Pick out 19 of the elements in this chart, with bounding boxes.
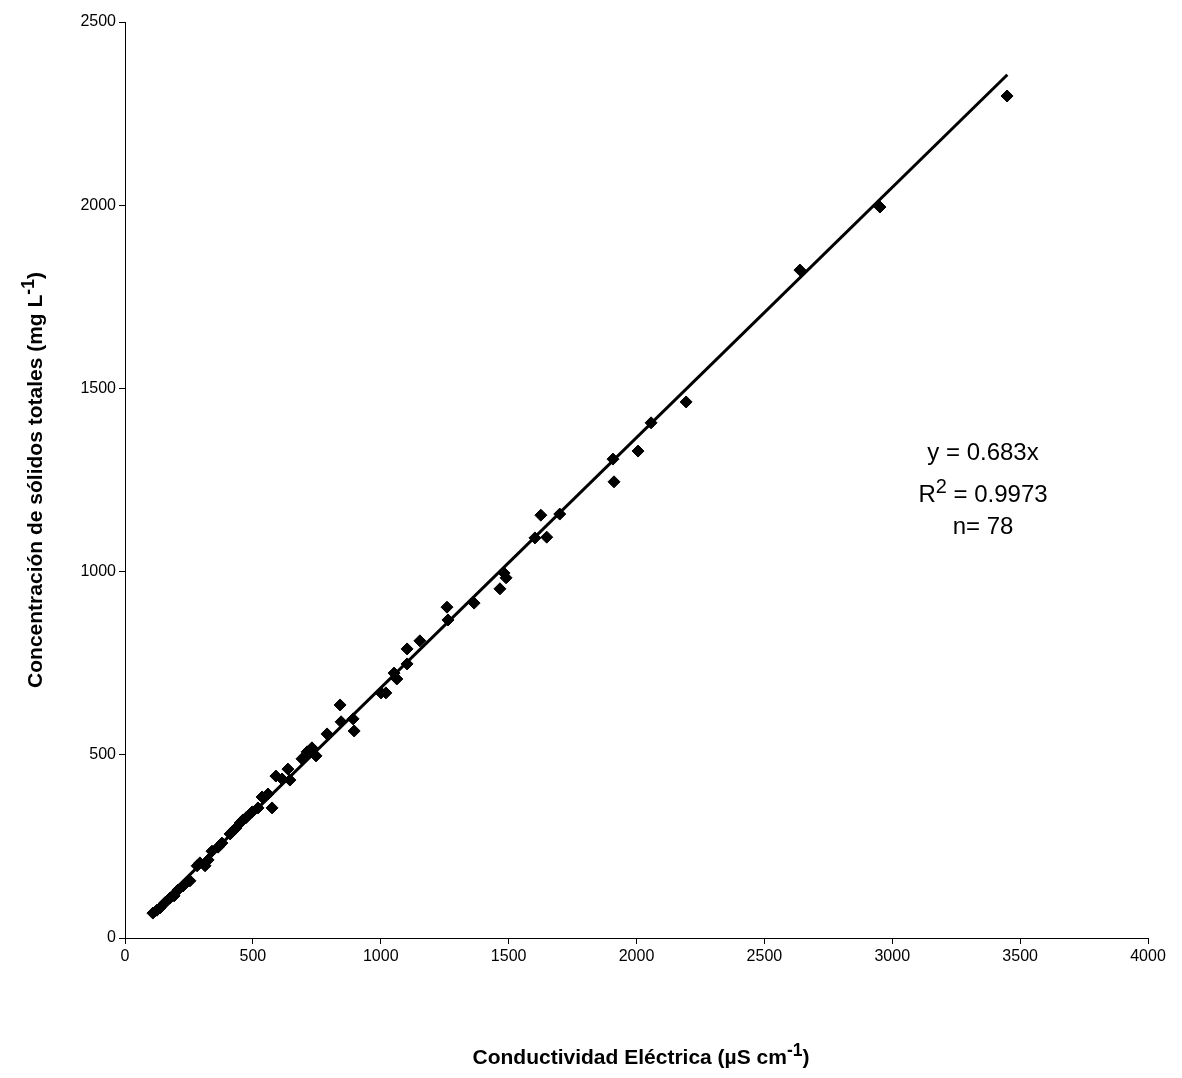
x-tick-label: 4000 bbox=[1130, 947, 1166, 965]
y-tick-label: 0 bbox=[107, 928, 117, 946]
x-tick-label: 3500 bbox=[1002, 947, 1039, 965]
y-tick-label: 500 bbox=[89, 745, 117, 763]
y-tick-label: 2500 bbox=[80, 12, 117, 30]
annotation: y = 0.683x bbox=[927, 438, 1039, 465]
x-axis-title: Conductividad Eléctrica (µS cm$^{-1}$) bbox=[472, 1040, 810, 1068]
x-tick-label: 2000 bbox=[618, 947, 655, 965]
x-tick-label: 3000 bbox=[874, 947, 911, 965]
annotation: n= 78 bbox=[952, 512, 1014, 539]
x-tick-label: 0 bbox=[120, 947, 130, 965]
x-tick-label: 500 bbox=[239, 947, 267, 965]
y-tick-label: 2000 bbox=[80, 195, 117, 213]
x-tick-label: 1000 bbox=[362, 947, 399, 965]
annotation: R$^{2}$ = 0.9973 bbox=[918, 475, 1048, 507]
y-tick-label: 1500 bbox=[80, 378, 117, 396]
y-tick-label: 1000 bbox=[80, 562, 117, 580]
x-tick-label: 1500 bbox=[490, 947, 527, 965]
x-tick-label: 2500 bbox=[746, 947, 783, 965]
